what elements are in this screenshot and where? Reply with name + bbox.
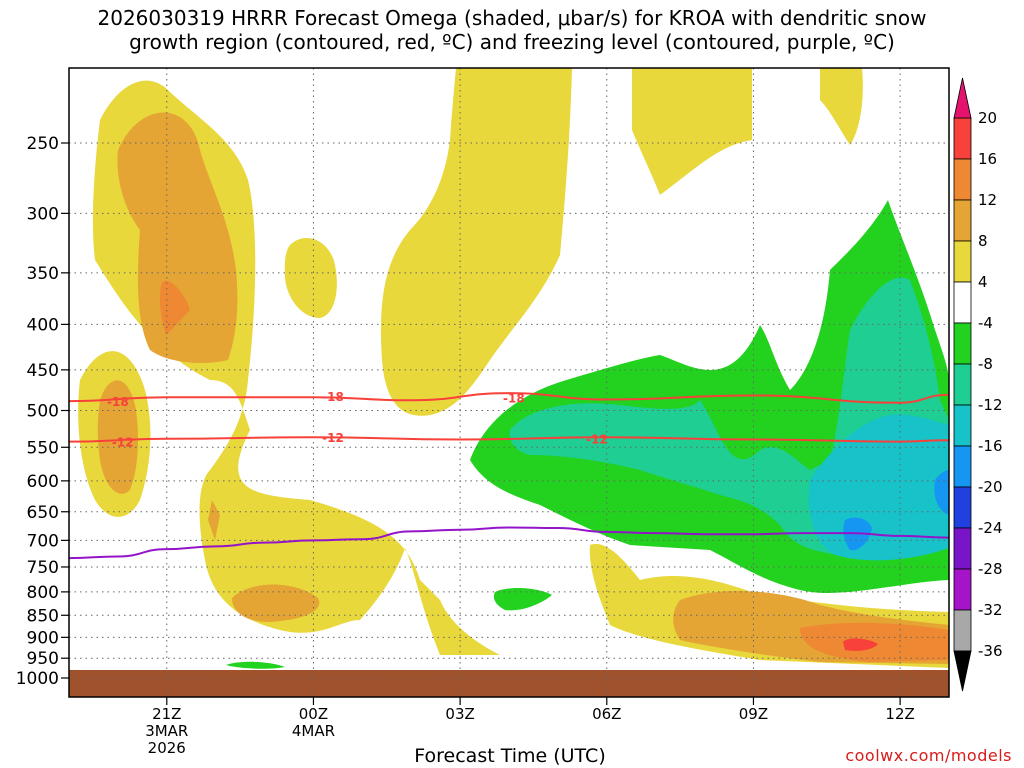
x-tick-label-33-0: 09Z [739,705,768,723]
y-tick-label-300: 300 [27,204,59,224]
green-region-small-mid [493,588,552,611]
y-tick-label-700: 700 [27,531,59,551]
title-line-2: growth region (contoured, red, ºC) and f… [129,30,895,54]
y-tick-label-800: 800 [27,583,59,603]
contour-labels: -18 -18 -18 -12 -12 -12 [107,390,608,449]
y-tick-label-250: 250 [27,134,59,154]
y-tick-label-500: 500 [27,402,59,422]
colorbar-box-9 [953,486,972,529]
colorbar-box-8 [953,445,972,488]
y-tick-label-650: 650 [27,503,59,523]
gold-region-low-left [232,584,320,622]
colorbar-label-5: -4 [978,314,993,332]
yellow-region-top-far-right [820,68,863,145]
colorbar-label-7: -12 [978,396,1003,414]
contour-label-1: -18 [322,390,344,404]
contour-label-4: -12 [322,431,344,445]
y-tick-label-750: 750 [27,558,59,578]
x-tick-label-36-0: 12Z [885,705,914,723]
colorbar-box-11 [953,568,972,611]
contour-line-temp-18 [69,392,949,404]
yellow-region-mid [380,68,572,416]
y-tick-label-400: 400 [27,315,59,335]
gold-region-upper [117,112,238,363]
y-tick-label-600: 600 [27,472,59,492]
x-tick-label-24-1: 4MAR [292,722,335,740]
colorbar-box-12 [953,609,972,652]
x-tick-label-27-0: 03Z [445,705,474,723]
colorbar-box-3 [953,240,972,283]
red-region-core [843,638,878,651]
colorbar-box-2 [953,199,972,242]
y-tick-label-550: 550 [27,438,59,458]
x-tick-label-30-0: 06Z [592,705,621,723]
colorbar: 20 16 12 8 4 -4 -8 -12 -16 -20 -24 -28 -32 -36 [953,77,1003,692]
colorbar-bottom-arrow [953,650,972,692]
ground-surface [69,670,949,697]
colorbar-label-11: -28 [978,560,1003,578]
colorbar-label-0: 20 [978,109,997,127]
colorbar-label-10: -24 [978,519,1003,537]
orange-region-upper [159,280,190,335]
watermark: coolwx.com/models [845,746,1012,765]
colorbar-label-1: 16 [978,150,997,168]
colorbar-label-8: -16 [978,437,1003,455]
y-tick-label-1000: 1000 [16,669,59,689]
contour-label-2: -18 [503,392,525,406]
y-axis: 2503003504004505005506006507007508008509… [16,134,69,689]
colorbar-label-3: 8 [978,232,988,250]
colorbar-label-2: 12 [978,191,997,209]
colorbar-box-0 [953,117,972,160]
y-tick-label-450: 450 [27,361,59,381]
gold-region-sliver [208,500,220,540]
yellow-region-top-right [632,68,752,195]
colorbar-box-6 [953,363,972,406]
colorbar-box-7 [953,404,972,447]
cyan-region-main [808,414,949,561]
x-axis-label: Forecast Time (UTC) [414,745,606,767]
y-tick-label-850: 850 [27,606,59,626]
yellow-region-small [284,237,337,318]
chart-title: 2026030319 HRRR Forecast Omega (shaded, … [0,6,1024,54]
x-tick-label-24-0: 00Z [299,705,328,723]
x-tick-label-21-2: 2026 [148,739,186,757]
temperature-contours [69,392,949,560]
grid-lines [69,68,949,697]
y-tick-label-900: 900 [27,628,59,648]
title-line-1: 2026030319 HRRR Forecast Omega (shaded, … [97,6,927,30]
colorbar-label-13: -36 [978,642,1003,660]
y-tick-label-350: 350 [27,264,59,284]
y-tick-label-950: 950 [27,649,59,669]
colorbar-top-arrow [953,77,972,119]
x-tick-label-21-1: 3MAR [145,722,188,740]
shaded-field [69,68,949,697]
colorbar-label-4: 4 [978,273,988,291]
plot-frame [68,67,950,698]
colorbar-label-6: -8 [978,355,993,373]
contour-label-0: -18 [107,395,129,409]
colorbar-label-9: -20 [978,478,1003,496]
x-tick-label-21-0: 21Z [152,705,181,723]
contour-line-temp-12 [69,436,949,443]
green-region-small-bottom [226,661,285,669]
colorbar-box-5 [953,322,972,365]
contour-label-5: -12 [586,432,608,446]
colorbar-label-12: -32 [978,601,1003,619]
gold-region-left [97,380,138,494]
contour-line-freezing-level [69,526,949,560]
colorbar-box-1 [953,158,972,201]
colorbar-box-4 [953,281,972,324]
contour-label-3: -12 [112,435,134,449]
colorbar-box-10 [953,527,972,570]
